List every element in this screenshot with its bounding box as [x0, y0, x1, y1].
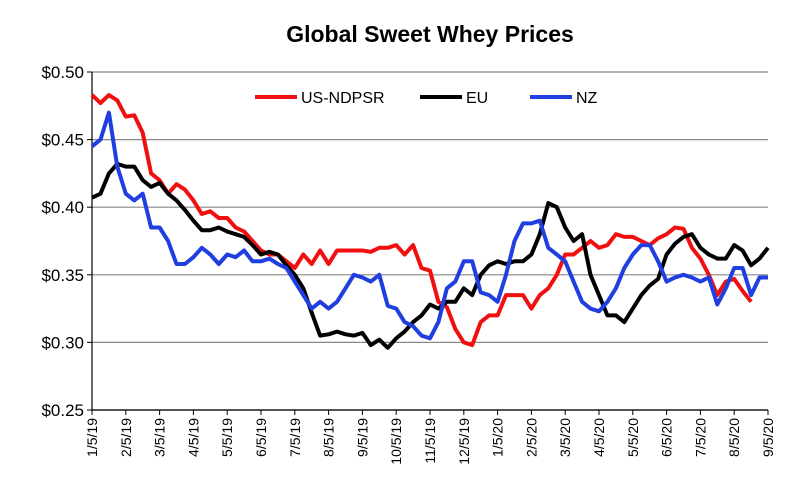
x-tick-label: 7/5/20 — [692, 418, 708, 457]
x-tick-label: 3/5/19 — [152, 418, 168, 457]
legend-label: EU — [466, 90, 488, 107]
x-tick-label: 10/5/19 — [388, 418, 404, 465]
x-tick-label: 3/5/20 — [557, 418, 573, 457]
y-tick-label: $0.25 — [41, 401, 84, 420]
legend-label: US-NDPSR — [301, 90, 385, 107]
legend-label: NZ — [576, 90, 598, 107]
x-tick-label: 5/5/20 — [625, 418, 641, 457]
y-tick-label: $0.35 — [41, 266, 84, 285]
x-tick-label: 9/5/20 — [760, 418, 776, 457]
y-tick-label: $0.50 — [41, 63, 84, 82]
x-tick-label: 8/5/19 — [321, 418, 337, 457]
y-tick-label: $0.30 — [41, 333, 84, 352]
x-tick-label: 6/5/19 — [253, 418, 269, 457]
x-tick-label: 1/5/19 — [84, 418, 100, 457]
x-tick-label: 12/5/19 — [456, 418, 472, 465]
x-tick-label: 7/5/19 — [287, 418, 303, 457]
series-line — [90, 110, 768, 341]
x-tick-label: 1/5/20 — [490, 418, 506, 457]
series-line — [90, 93, 753, 348]
x-tick-label: 6/5/20 — [659, 418, 675, 457]
chart-title: Global Sweet Whey Prices — [286, 21, 574, 47]
y-tick-label: $0.45 — [41, 131, 84, 150]
series-line — [91, 161, 770, 350]
x-tick-label: 8/5/20 — [726, 418, 742, 457]
x-tick-label: 4/5/20 — [591, 418, 607, 457]
x-tick-label: 2/5/20 — [523, 418, 539, 457]
x-tick-label: 5/5/19 — [219, 418, 235, 457]
y-tick-label: $0.40 — [41, 198, 84, 217]
x-tick-label: 11/5/19 — [422, 418, 438, 464]
x-tick-label: 4/5/19 — [185, 418, 201, 457]
x-tick-label: 9/5/19 — [354, 418, 370, 457]
x-tick-label: 2/5/19 — [118, 418, 134, 457]
